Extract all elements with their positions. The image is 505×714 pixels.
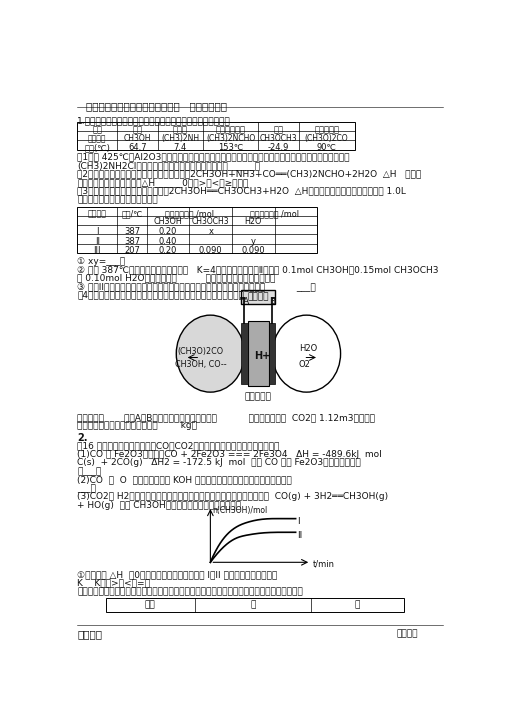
Text: CH3OH, CO--: CH3OH, CO-- xyxy=(175,360,226,369)
Text: O2: O2 xyxy=(299,360,311,369)
Text: H2O: H2O xyxy=(245,217,262,226)
Text: （2）甲醇合成二甲基甲酰胺的化学方程式为：2CH3OH+NH3+CO══(CH3)2NCHO+2H2O  △H   若该反: （2）甲醇合成二甲基甲酰胺的化学方程式为：2CH3OH+NH3+CO══(CH3… xyxy=(77,170,421,178)
Text: 64.7: 64.7 xyxy=(128,144,147,152)
Text: 电源负极为       （填A或B），写出阴极的电极反应式           ，若参加反应的  CO2为 1.12m3（标准状: 电源负极为 （填A或B），写出阴极的电极反应式 ，若参加反应的 CO2为 1.1… xyxy=(77,413,375,422)
Text: ② 已知 387℃时该反应的化学平衡常数   K=4，若起始时向容器Ⅱ中充入 0.1mol CH3OH、0.15mol CH3OCH3: ② 已知 387℃时该反应的化学平衡常数 K=4，若起始时向容器Ⅱ中充入 0.1… xyxy=(77,265,438,274)
Bar xyxy=(241,323,247,384)
Text: 387: 387 xyxy=(124,227,140,236)
Ellipse shape xyxy=(272,315,340,392)
Text: 在一定温度下，在密闭容器的两个不同容积中，按如下方式投入反应物，一般均可回到达平衡：: 在一定温度下，在密闭容器的两个不同容积中，按如下方式投入反应物，一般均可回到达平… xyxy=(77,587,303,596)
Text: t/min: t/min xyxy=(313,559,335,568)
Text: (CH3O)2CO: (CH3O)2CO xyxy=(305,134,348,144)
Text: ③ 容器II中反应达到平衡后，若要进一步提高甲醚的产率，可以采取的措施为           ___。: ③ 容器II中反应达到平衡后，若要进一步提高甲醚的产率，可以采取的措施为 ___… xyxy=(77,282,316,291)
Bar xyxy=(77,206,317,253)
Bar xyxy=(269,323,275,384)
Text: ___。: ___。 xyxy=(77,484,96,493)
Text: -24.9: -24.9 xyxy=(268,144,289,152)
Text: 0.40: 0.40 xyxy=(159,236,177,246)
Text: 90℃: 90℃ xyxy=(317,144,336,152)
Text: (CH3)2NH: (CH3)2NH xyxy=(161,134,199,144)
Text: III: III xyxy=(93,246,101,255)
Text: 沸点(℃): 沸点(℃) xyxy=(84,144,110,152)
Text: (CH3)2NCHO: (CH3)2NCHO xyxy=(206,134,255,144)
Text: 直流电源: 直流电源 xyxy=(247,292,269,301)
Bar xyxy=(106,598,404,612)
Text: (CH3)2NH2Cl，溶液中各离子浓度由大到小的顺序为______。: (CH3)2NH2Cl，溶液中各离子浓度由大到小的顺序为______。 xyxy=(77,161,260,170)
Text: （4）以甲醇为主要原料，电化学合成碳酸二甲酯工作原理如图所示。: （4）以甲醇为主要原料，电化学合成碳酸二甲酯工作原理如图所示。 xyxy=(77,291,244,299)
Text: 为___。: 为___。 xyxy=(77,467,102,476)
Text: 碳酸二甲酯: 碳酸二甲酯 xyxy=(314,125,339,134)
Text: 2.: 2. xyxy=(77,433,87,443)
Text: (3)CO2和 H2充入一定体积的恒压密闭容器中，在两种温度下发生反应：  CO(g) + 3H2══CH3OH(g): (3)CO2和 H2充入一定体积的恒压密闭容器中，在两种温度下发生反应： CO(… xyxy=(77,492,388,501)
Text: 387: 387 xyxy=(124,236,140,246)
Text: 温度/℃: 温度/℃ xyxy=(122,209,143,218)
Text: (1)CO 与 Fe2O3的反应：CO + 2Fe2O3 === 2Fe3O4   ΔH = -489.6kJ  mol: (1)CO 与 Fe2O3的反应：CO + 2Fe2O3 === 2Fe3O4 … xyxy=(77,450,382,459)
Text: + HO(g)  测得 CH3OH的物质的量随时间的关系如图：: + HO(g) 测得 CH3OH的物质的量随时间的关系如图： xyxy=(77,501,241,510)
Text: B: B xyxy=(269,298,275,306)
Text: 容器: 容器 xyxy=(145,600,156,610)
Text: I: I xyxy=(96,227,98,236)
Text: n(CH3OH)/mol: n(CH3OH)/mol xyxy=(212,506,267,515)
Text: CH3OCH3: CH3OCH3 xyxy=(260,134,297,144)
Text: 乙: 乙 xyxy=(355,600,360,610)
Bar xyxy=(241,291,275,304)
Text: 此文档收集于网络，如有侵权，请   联系网站删除: 此文档收集于网络，如有侵权，请 联系网站删除 xyxy=(86,101,227,111)
Text: (2)CO  与  O  设计成燃料（以 KOH 溶液为电解质），该电池的负极反应式为: (2)CO 与 O 设计成燃料（以 KOH 溶液为电解质），该电池的负极反应式为 xyxy=(77,476,292,484)
Text: II: II xyxy=(297,531,302,540)
Text: 和 0.10mol H2O，则反应将向          （填正或逆）反应方向进行。: 和 0.10mol H2O，则反应将向 （填正或逆）反应方向进行。 xyxy=(77,273,275,283)
Text: 质子交换膜: 质子交换膜 xyxy=(245,392,272,401)
Text: 平衡物质的量 /mol: 平衡物质的量 /mol xyxy=(250,209,299,218)
Text: （1）在 425℃、Al2O3作催化剂，甲醇与氨气反应可以制得二甲胺，二甲胺显弱碱性，与盐酸反应生成: （1）在 425℃、Al2O3作催化剂，甲醇与氨气反应可以制得二甲胺，二甲胺显弱… xyxy=(77,153,349,161)
Text: C(s)  + 2CO(g)   ΔH2 = -172.5 kJ  mol  ，则 CO 还原 Fe2O3的热化学方程式: C(s) + 2CO(g) ΔH2 = -172.5 kJ mol ，则 CO … xyxy=(77,458,361,468)
Text: 二甲胺: 二甲胺 xyxy=(173,125,188,134)
Text: 0.090: 0.090 xyxy=(241,246,265,255)
Text: 应在常温下能自发进行，则△H______0（填>、<或≥）了。: 应在常温下能自发进行，则△H______0（填>、<或≥）了。 xyxy=(77,178,248,187)
Text: 0.20: 0.20 xyxy=(159,227,177,236)
Text: 甲醇: 甲醇 xyxy=(132,125,142,134)
Text: 207: 207 xyxy=(124,246,140,255)
Text: 稿品文档: 稿品文档 xyxy=(77,629,102,639)
Text: x: x xyxy=(208,227,213,236)
Text: H2O: H2O xyxy=(299,344,317,353)
Bar xyxy=(247,321,269,386)
Text: ①该反应的 △H  ＿0（填大于或小于），由曲线 I、II 初始平衡的大小关系为: ①该反应的 △H ＿0（填大于或小于），由曲线 I、II 初始平衡的大小关系为 xyxy=(77,570,277,579)
Text: 的相容容积的容器中发生该反应：: 的相容容积的容器中发生该反应： xyxy=(77,195,158,204)
Text: y: y xyxy=(251,236,256,246)
Bar xyxy=(77,122,355,150)
Text: II: II xyxy=(95,236,99,246)
Text: 7.4: 7.4 xyxy=(174,144,187,152)
Text: 结构简式: 结构简式 xyxy=(88,134,107,144)
Text: I: I xyxy=(297,517,300,526)
Text: 二甲基甲酰胺: 二甲基甲酰胺 xyxy=(216,125,245,134)
Text: 0.20: 0.20 xyxy=(159,246,177,255)
Text: 起始物质的量 /mol: 起始物质的量 /mol xyxy=(165,209,214,218)
Text: A: A xyxy=(243,298,249,306)
Text: CH3OCH3: CH3OCH3 xyxy=(192,217,230,226)
Text: 甲: 甲 xyxy=(250,600,256,610)
Text: ① xy=___。: ① xy=___。 xyxy=(77,256,125,266)
Text: 153℃: 153℃ xyxy=(218,144,243,152)
Text: 况），则制得碳酸二甲酯的质量为        kg。: 况），则制得碳酸二甲酯的质量为 kg。 xyxy=(77,421,197,431)
Text: 0.090: 0.090 xyxy=(199,246,223,255)
Ellipse shape xyxy=(176,315,244,392)
Text: 稿品文档: 稿品文档 xyxy=(396,629,418,638)
Text: CH3OH: CH3OH xyxy=(154,217,182,226)
Text: K    K（填>、<或=）: K K（填>、<或=） xyxy=(77,578,150,588)
Text: 甲醚: 甲醚 xyxy=(274,125,284,134)
Text: （16 分）碳的氧化程度不同，CO、CO2的利用对生态生命会有重要的意义。: （16 分）碳的氧化程度不同，CO、CO2的利用对生态生命会有重要的意义。 xyxy=(77,441,279,451)
Text: H+: H+ xyxy=(254,351,270,361)
Text: 1.甲醇是基本有机化工原料，甲醇及其可制备产品的沸点如下：: 1.甲醇是基本有机化工原料，甲醇及其可制备产品的沸点如下： xyxy=(77,116,231,126)
Text: （3）甲醇醚化甲醚的化学方程式为：2CH3OH══CH3OCH3+H2O  △H，一定温度下，在三个体积均为 1.0L: （3）甲醇醚化甲醚的化学方程式为：2CH3OH══CH3OCH3+H2O △H，… xyxy=(77,186,406,196)
Text: (CH3O)2CO: (CH3O)2CO xyxy=(177,348,223,356)
Text: 容器编号: 容器编号 xyxy=(88,209,107,218)
Text: 名称: 名称 xyxy=(92,125,102,134)
Text: CH3OH: CH3OH xyxy=(124,134,152,144)
